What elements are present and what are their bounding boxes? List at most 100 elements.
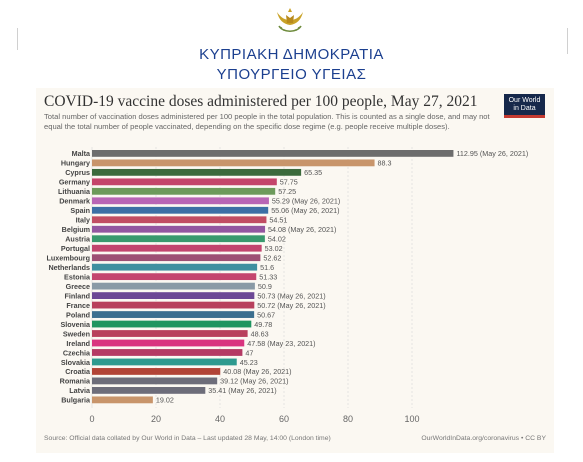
category-label: Lithuania <box>58 187 91 196</box>
bar <box>92 197 269 205</box>
credit-link[interactable]: OurWorldInData.org/coronavirus • CC BY <box>421 435 546 442</box>
bar <box>92 330 248 337</box>
x-tick-label: 20 <box>151 414 161 424</box>
data-label: 54.08 (May 26, 2021) <box>268 225 336 234</box>
ministry-header-line1: ΚΥΠΡΙΑΚΗ ΔΗΜΟΚΡΑΤΙΑ <box>199 46 384 63</box>
category-label: Luxembourg <box>46 253 90 262</box>
bar <box>92 168 302 176</box>
category-label: Ireland <box>66 339 90 348</box>
bar <box>92 349 243 356</box>
data-label: 39.12 (May 26, 2021) <box>220 377 288 386</box>
data-label: 51.33 <box>259 272 277 281</box>
frame-line-left <box>17 28 18 50</box>
data-label: 55.06 (May 26, 2021) <box>271 206 339 215</box>
category-label: Poland <box>66 310 90 319</box>
data-label: 50.72 (May 26, 2021) <box>257 301 325 310</box>
data-label: 45.23 <box>240 358 258 367</box>
ministry-header-line2: ΥΠΟΥΡΓΕΙΟ ΥΓΕΙΑΣ <box>216 66 367 83</box>
data-label: 53.02 <box>265 244 283 253</box>
data-label: 47 <box>245 348 253 357</box>
category-label: Sweden <box>63 329 90 338</box>
x-tick-label: 0 <box>89 414 94 424</box>
category-label: Cyprus <box>65 168 90 177</box>
x-tick-label: 40 <box>215 414 225 424</box>
data-label: 35.41 (May 26, 2021) <box>208 386 276 395</box>
category-label: Czechia <box>63 348 91 357</box>
x-tick-label: 60 <box>279 414 289 424</box>
data-label: 54.51 <box>269 216 287 225</box>
data-label: 50.73 (May 26, 2021) <box>257 291 325 300</box>
cyprus-coat-of-arms-icon <box>277 8 303 33</box>
bar <box>92 396 153 404</box>
category-label: Croatia <box>65 367 91 376</box>
category-label: Latvia <box>69 386 91 395</box>
category-label: Netherlands <box>48 263 90 272</box>
source-note: Source: Official data collated by Our Wo… <box>44 435 331 442</box>
data-label: 57.75 <box>280 178 298 187</box>
bar <box>92 216 267 224</box>
bar <box>92 387 206 394</box>
bar <box>92 159 375 167</box>
category-label: Spain <box>70 206 90 215</box>
bar <box>92 339 245 347</box>
data-label: 50.67 <box>257 310 275 319</box>
category-label: Malta <box>72 149 91 158</box>
chart-subtitle: Total number of vaccination doses admini… <box>44 112 490 131</box>
category-label: Germany <box>59 178 90 187</box>
bar <box>92 292 255 299</box>
bar <box>92 206 269 214</box>
owid-logo-line2: in Data <box>513 105 536 112</box>
data-label: 51.6 <box>260 263 274 272</box>
data-label: 55.29 (May 26, 2021) <box>272 197 340 206</box>
category-label: Denmark <box>59 197 90 206</box>
bar <box>92 235 265 243</box>
bar <box>92 311 255 318</box>
data-label: 57.25 <box>278 187 296 196</box>
data-label: 65.35 <box>304 168 322 177</box>
bar <box>92 150 454 157</box>
category-label: Slovakia <box>61 358 91 367</box>
category-label: Austria <box>65 235 91 244</box>
category-label: Portugal <box>61 244 90 253</box>
category-label: Italy <box>76 216 90 225</box>
data-label: 47.58 (May 23, 2021) <box>247 339 315 348</box>
data-label: 49.78 <box>254 320 272 329</box>
data-label: 112.95 (May 26, 2021) <box>456 149 528 158</box>
bar <box>92 358 237 366</box>
data-label: 48.63 <box>251 329 269 338</box>
bar <box>92 282 255 290</box>
x-tick-label: 80 <box>343 414 353 424</box>
category-label: Bulgaria <box>61 396 91 405</box>
data-label: 52.62 <box>263 253 281 262</box>
owid-logo-line1: Our World <box>508 97 541 104</box>
chart-title: COVID-19 vaccine doses administered per … <box>44 93 478 110</box>
frame-line-right <box>567 28 568 54</box>
bar <box>92 273 257 281</box>
data-label: 40.08 (May 26, 2021) <box>223 367 291 376</box>
category-label: Finland <box>64 291 90 300</box>
bar <box>92 320 252 328</box>
bar <box>92 377 218 385</box>
chart-card: COVID-19 vaccine doses administered per … <box>36 88 554 453</box>
bar <box>92 254 261 262</box>
bar <box>92 187 276 195</box>
bar <box>92 178 277 186</box>
category-label: Greece <box>66 282 90 291</box>
data-label: 19.02 <box>156 396 174 405</box>
x-tick-label: 100 <box>404 414 419 424</box>
category-label: Slovenia <box>60 320 91 329</box>
data-label: 50.9 <box>258 282 272 291</box>
owid-logo[interactable]: Our World in Data <box>504 94 545 118</box>
category-label: Romania <box>60 377 91 386</box>
bar-chart: 0 20 40 60 80 100 Malta 112.95 (May 26, 2021) Hu… <box>46 147 528 424</box>
bar <box>92 225 266 233</box>
category-label: France <box>66 301 90 310</box>
bar <box>92 301 255 309</box>
data-label: 88.3 <box>378 159 392 168</box>
bar <box>92 368 221 375</box>
data-label: 54.02 <box>268 235 286 244</box>
category-label: Hungary <box>61 159 90 168</box>
bar <box>92 244 262 252</box>
category-label: Belgium <box>62 225 90 234</box>
category-label: Estonia <box>64 272 91 281</box>
